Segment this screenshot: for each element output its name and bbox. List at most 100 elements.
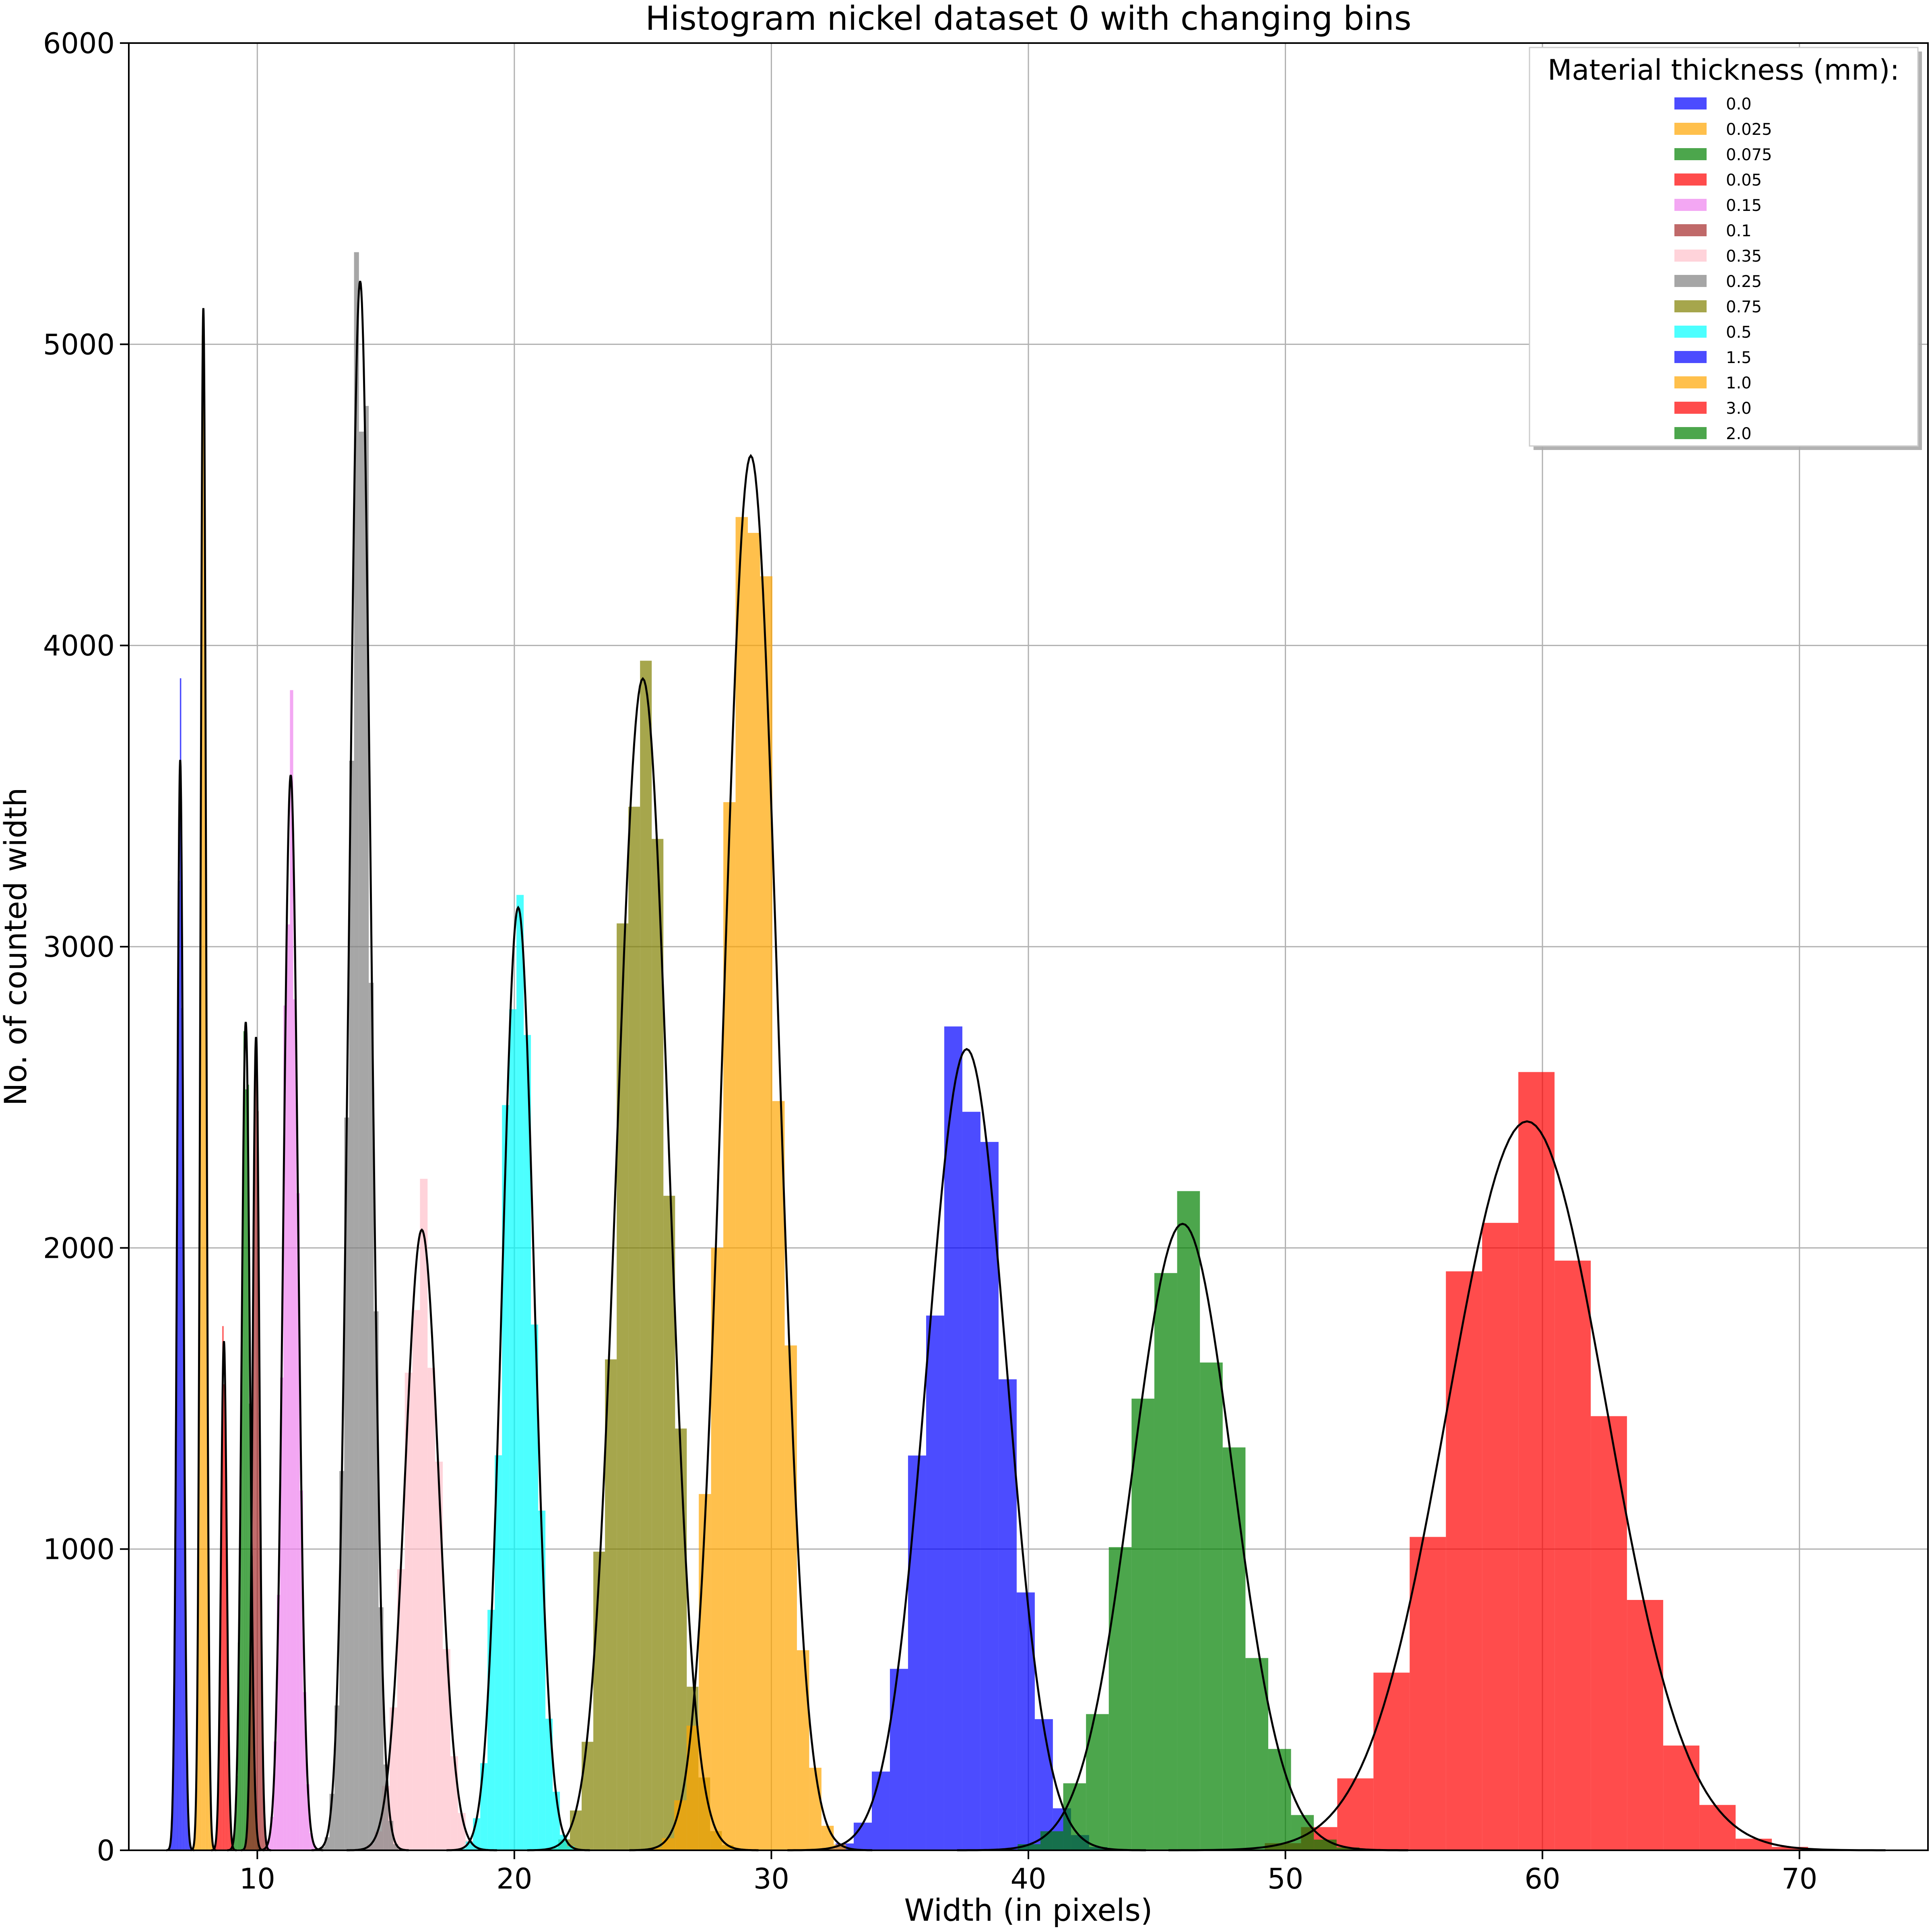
legend-title: Material thickness (mm): (1548, 54, 1899, 87)
histogram-bar (1268, 1749, 1291, 1850)
histogram-bar (821, 1826, 834, 1850)
legend-swatch (1674, 376, 1707, 388)
y-tick-label: 2000 (43, 1232, 115, 1265)
histogram-bar (226, 1554, 228, 1850)
histogram-bar (1108, 1547, 1132, 1850)
fit-curve-0.025 (190, 308, 217, 1852)
histogram-bar (237, 1643, 240, 1850)
histogram-bar (405, 1373, 413, 1850)
histogram-bar (273, 1741, 277, 1850)
histogram-bar (1699, 1805, 1736, 1850)
histogram-bar (1446, 1271, 1482, 1850)
legend-swatch (1674, 250, 1707, 262)
histogram-bar (258, 1412, 260, 1850)
x-tick-label: 20 (496, 1862, 532, 1895)
histogram-bar (435, 1461, 443, 1850)
legend-label: 0.15 (1726, 196, 1762, 215)
histogram-bar (310, 1833, 313, 1850)
histogram-bar (1482, 1223, 1519, 1850)
fit-curve-0.15 (258, 774, 323, 1852)
x-tick-label: 70 (1781, 1862, 1817, 1895)
histogram-bar (797, 1650, 809, 1850)
histogram-bar (363, 406, 369, 1851)
histogram-bar (225, 1396, 226, 1850)
histogram-bar (204, 590, 206, 1851)
histogram-bar (545, 1719, 553, 1850)
histogram-bar (277, 1595, 280, 1850)
histogram-bar (303, 1692, 306, 1850)
histogram-bar (218, 1734, 220, 1850)
histogram-bar (236, 1776, 238, 1850)
x-tick-label: 40 (1010, 1862, 1046, 1895)
histogram-bar (1663, 1745, 1700, 1850)
histogram-bar (267, 1839, 270, 1850)
legend-swatch (1674, 351, 1707, 363)
histogram-bar (1518, 1072, 1555, 1850)
fit-curve-1.5 (787, 1048, 1146, 1852)
histogram-bar (206, 1381, 208, 1850)
series-bars-1.5 (817, 1026, 1107, 1850)
histogram-bar (250, 1642, 251, 1850)
legend-swatch (1674, 148, 1707, 160)
fit-curve-0.0 (166, 760, 194, 1852)
histogram-bar (178, 881, 180, 1850)
histogram-bar (181, 1008, 183, 1850)
histogram-bar (221, 1509, 223, 1850)
histogram-bar (1086, 1714, 1109, 1850)
y-tick-label: 0 (97, 1834, 115, 1867)
series-bars-0.35 (367, 1179, 481, 1850)
histogram-bar (1314, 1839, 1337, 1850)
histogram-bar (239, 1480, 242, 1850)
y-tick-label: 4000 (43, 630, 115, 663)
histogram-bar (389, 1707, 397, 1850)
legend-items: 0.0 0.025 0.075 0.05 0.15 0.1 0.35 0.25 0.75 0.5 1… (1674, 95, 1772, 443)
histogram-bar (582, 1742, 594, 1850)
histogram-bar (354, 252, 359, 1850)
fit-curve-0.075 (227, 1022, 264, 1852)
series-bars-0.25 (320, 252, 398, 1851)
histogram-bar (1016, 1592, 1035, 1850)
legend-swatch (1674, 97, 1707, 109)
histogram-bar (1627, 1600, 1664, 1850)
histogram-bar (640, 661, 652, 1850)
histogram-bar (182, 1155, 184, 1850)
histogram-bar (270, 1816, 274, 1850)
histogram-bar (252, 1234, 254, 1850)
series-bars-2.0 (1018, 1191, 1360, 1850)
histogram-bar (567, 1846, 575, 1850)
fit-curve-0.05 (211, 1341, 237, 1852)
histogram-bars (169, 252, 1808, 1851)
histogram-bar (570, 1810, 582, 1850)
histogram-bar (1131, 1398, 1154, 1850)
x-tick-label: 60 (1525, 1862, 1560, 1895)
fit-curve-0.35 (347, 1228, 497, 1852)
histogram-bar (1337, 1778, 1374, 1850)
histogram-bar (223, 1384, 225, 1850)
legend-swatch (1674, 199, 1707, 211)
legend-swatch (1674, 173, 1707, 186)
histogram-bar (443, 1649, 450, 1850)
histogram-bar (944, 1026, 962, 1850)
legend-swatch (1674, 402, 1707, 414)
legend-label: 0.5 (1726, 323, 1752, 342)
series-bars-0.0 (169, 678, 191, 1850)
histogram-bar (1772, 1847, 1808, 1850)
histogram-bar (262, 1734, 264, 1850)
legend-label: 0.05 (1726, 171, 1762, 190)
histogram-bar (205, 877, 207, 1850)
histogram-bar (686, 1726, 699, 1850)
legend-swatch (1674, 224, 1707, 236)
histogram-bar (245, 1089, 248, 1850)
histogram-bar (251, 1501, 253, 1850)
histogram-bar (222, 1326, 224, 1850)
histogram-bar (1154, 1273, 1177, 1850)
legend-label: 3.0 (1726, 399, 1752, 418)
legend-box (1529, 47, 1919, 447)
legend-swatch (1674, 300, 1707, 312)
legend-label: 0.0 (1726, 95, 1752, 114)
series-bars-0.15 (264, 690, 316, 1851)
histogram-bar (293, 999, 297, 1850)
legend-label: 0.35 (1726, 247, 1762, 266)
histogram-bar (735, 517, 748, 1850)
legend-swatch (1674, 275, 1707, 287)
